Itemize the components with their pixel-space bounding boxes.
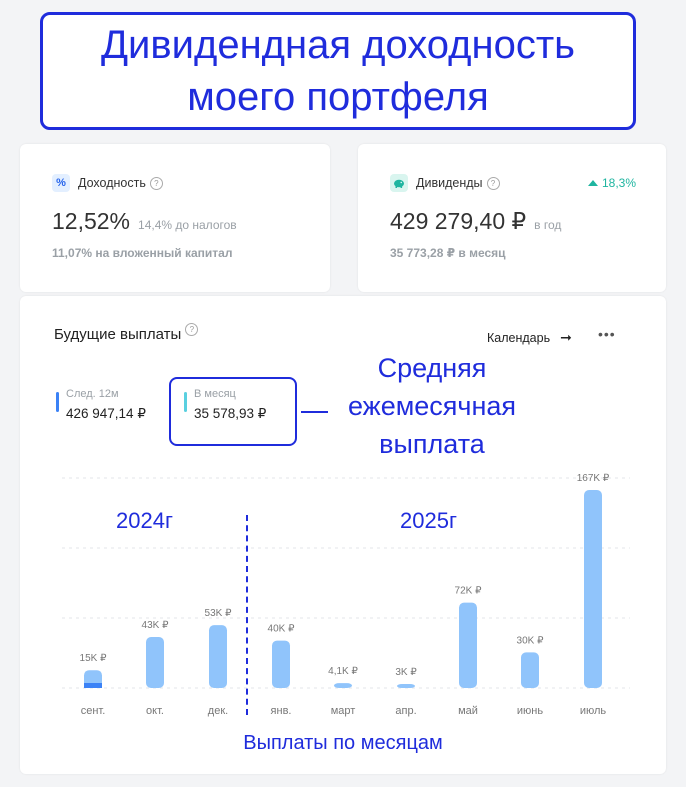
yield-invested: 11,07% на вложенный капитал: [52, 246, 233, 260]
title-line-2: моего портфеля: [187, 75, 489, 119]
bar-янв.[interactable]: [272, 640, 290, 688]
dividends-period: в год: [534, 218, 562, 232]
yield-card: % Доходность ? 12,52% 14,4% до налогов 1…: [20, 144, 330, 292]
bar-paid-portion: [84, 683, 102, 688]
dividends-monthly: 35 773,28 ₽ в месяц: [390, 246, 506, 260]
bar-дек.[interactable]: [209, 625, 227, 688]
growth-value: 18,3%: [601, 176, 636, 190]
annotation-connector: [301, 411, 328, 413]
future-payments-title-row: Будущие выплаты ?: [54, 323, 199, 343]
month-label: сент.: [81, 705, 106, 717]
yield-pre-tax: 14,4% до налогов: [138, 218, 237, 232]
month-label: март: [331, 705, 356, 717]
dividends-label: Дивиденды: [416, 176, 483, 190]
bar-value-label: 167K ₽: [577, 473, 610, 484]
dividends-value: 429 279,40 ₽: [390, 208, 527, 234]
bar-value-label: 40K ₽: [268, 624, 296, 635]
chart-caption: Выплаты по месяцам: [243, 732, 443, 754]
annotation-text: Средняя ежемесячная выплата: [332, 349, 532, 463]
bar-май[interactable]: [459, 602, 477, 688]
next12-label: След. 12м: [66, 388, 119, 400]
monthly-highlight-box: [169, 377, 297, 446]
yield-label: Доходность: [78, 176, 146, 190]
bar-value-label: 53K ₽: [205, 608, 233, 619]
bar-value-label: 43K ₽: [142, 620, 170, 631]
monthly-value: 35 578,93 ₽: [194, 406, 267, 421]
bar-value-label: 15K ₽: [80, 653, 108, 664]
month-label: июнь: [517, 705, 543, 717]
title-line-1: Дивидендная доходность: [100, 23, 576, 67]
calendar-link[interactable]: Календарь ➞: [487, 329, 572, 346]
yield-header: % Доходность ?: [52, 174, 163, 192]
help-icon[interactable]: ?: [486, 176, 500, 190]
year-label-2024: 2024г: [116, 508, 173, 533]
piggy-bank-icon: [390, 174, 408, 192]
growth-badge: 18,3%: [587, 176, 636, 190]
payments-chart: 15K ₽ сент. 43K ₽ окт. 53K ₽ дек. 40K ₽ янв. 4,1…: [62, 473, 630, 717]
annotation-line-3: выплата: [379, 429, 485, 459]
dividends-card: Дивиденды ? 18,3% 429 279,40 ₽ в год 35 …: [358, 144, 666, 292]
future-payments-card: Будущие выплаты ? Календарь ➞ ••• След. …: [20, 296, 666, 774]
bar-июнь[interactable]: [521, 652, 539, 688]
dividends-value-row: 429 279,40 ₽ в год: [390, 208, 561, 235]
annotation-line-1: Средняя: [377, 353, 487, 383]
help-icon[interactable]: ?: [149, 176, 163, 190]
month-label: янв.: [271, 705, 292, 717]
month-label: окт.: [146, 705, 164, 717]
month-label: дек.: [208, 705, 228, 717]
next12-marker: [56, 392, 59, 412]
percent-icon: %: [52, 174, 70, 192]
yield-value: 12,52%: [52, 208, 131, 234]
calendar-label: Календарь: [487, 330, 551, 345]
bar-март[interactable]: [334, 683, 352, 688]
more-icon[interactable]: •••: [598, 326, 616, 342]
year-divider: [246, 515, 248, 715]
arrow-right-icon: ➞: [560, 329, 572, 345]
dividends-header: Дивиденды ?: [390, 174, 500, 192]
month-label: апр.: [395, 705, 416, 717]
bar-окт.[interactable]: [146, 637, 164, 688]
help-icon[interactable]: ?: [185, 323, 199, 336]
bar-value-label: 30K ₽: [517, 635, 545, 646]
year-label-2025: 2025г: [400, 508, 457, 533]
arrow-up-icon: [587, 180, 598, 186]
next12-value: 426 947,14 ₽: [66, 406, 146, 421]
title-box: Дивидендная доходность моего портфеля: [40, 12, 636, 130]
bar-апр.[interactable]: [397, 684, 415, 688]
future-payments-title: Будущие выплаты: [54, 326, 182, 343]
monthly-label: В месяц: [194, 388, 236, 400]
monthly-marker: [184, 392, 187, 412]
bar-июль[interactable]: [584, 490, 602, 688]
bar-value-label: 4,1K ₽: [328, 666, 358, 677]
bar-value-label: 72K ₽: [455, 586, 483, 597]
month-label: май: [458, 705, 478, 717]
month-label: июль: [580, 705, 607, 717]
bar-value-label: 3K ₽: [395, 667, 417, 678]
yield-value-row: 12,52% 14,4% до налогов: [52, 208, 237, 235]
annotation-line-2: ежемесячная: [347, 391, 517, 421]
